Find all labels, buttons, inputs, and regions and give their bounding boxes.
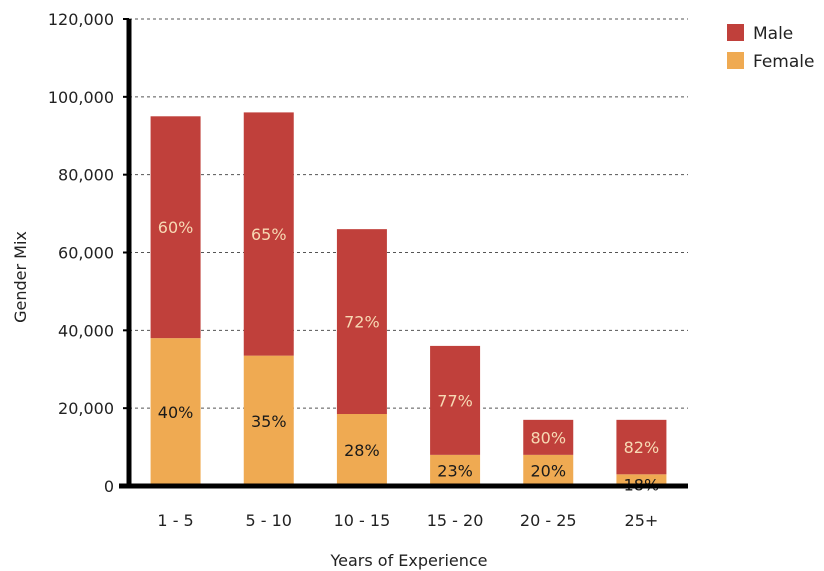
x-tick-label: 20 - 25	[520, 511, 577, 530]
bar-female	[150, 338, 201, 486]
bar-female	[616, 474, 667, 486]
x-tick-labels: 1 - 5 5 - 10 10 - 15 15 - 20 20 - 25 25+	[157, 511, 658, 530]
data-label-female: 23%	[437, 461, 473, 480]
x-tick-label: 1 - 5	[157, 511, 193, 530]
x-tick-label: 15 - 20	[427, 511, 484, 530]
y-tick-label: 20,000	[58, 399, 114, 418]
bar-labels: 40%60%35%65%28%72%23%77%20%80%18%82%	[158, 218, 659, 494]
bar-female	[243, 355, 294, 486]
y-tick-label: 80,000	[58, 166, 114, 185]
bar-female	[523, 454, 574, 486]
y-tick-label: 40,000	[58, 321, 114, 340]
gridlines	[129, 18, 688, 409]
bar-female	[430, 454, 481, 486]
data-label-male: 77%	[437, 391, 473, 410]
legend-swatch-male	[727, 24, 744, 41]
y-axis-title: Gender Mix	[11, 231, 30, 323]
data-label-female: 40%	[158, 403, 194, 422]
data-label-male: 72%	[344, 313, 380, 332]
bar-male	[616, 419, 667, 475]
x-axis-title: Years of Experience	[329, 551, 487, 570]
data-label-male: 65%	[251, 225, 287, 244]
y-tick-label: 60,000	[58, 244, 114, 263]
bar-male	[150, 116, 201, 339]
bar-male	[336, 229, 387, 415]
bar-male	[243, 112, 294, 356]
data-label-male: 60%	[158, 218, 194, 237]
x-tick-label: 5 - 10	[246, 511, 292, 530]
data-label-female: 28%	[344, 441, 380, 460]
legend: Male Female	[727, 24, 814, 72]
bars	[150, 112, 667, 486]
y-tick-label: 100,000	[48, 88, 114, 107]
bar-male	[523, 419, 574, 455]
legend-label-male: Male	[753, 24, 793, 44]
y-tick-label: 120,000	[48, 10, 114, 29]
data-label-female: 20%	[530, 461, 566, 480]
bar-female	[336, 414, 387, 486]
bar-male	[430, 345, 481, 455]
legend-swatch-female	[727, 52, 744, 69]
axes	[119, 19, 688, 489]
data-label-female: 35%	[251, 412, 287, 431]
x-tick-label: 25+	[625, 511, 659, 530]
data-label-male: 80%	[530, 428, 566, 447]
legend-label-female: Female	[753, 52, 814, 72]
data-label-male: 82%	[624, 438, 660, 457]
x-tick-label: 10 - 15	[334, 511, 391, 530]
y-tick-label: 0	[104, 477, 114, 496]
y-tick-labels: 0 20,000 40,000 60,000 80,000 100,000 120,000	[48, 10, 129, 496]
